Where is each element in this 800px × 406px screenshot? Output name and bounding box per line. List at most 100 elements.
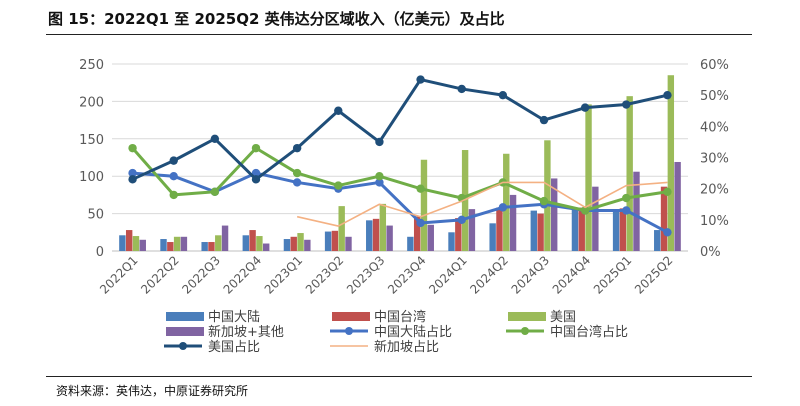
point-中国台湾占比 [416, 184, 425, 193]
bar-美国 [544, 140, 551, 251]
source-note: 资料来源：英伟达，中原证券研究所 [56, 384, 249, 398]
line-美国占比 [131, 78, 668, 181]
point-中国台湾占比 [375, 172, 384, 181]
x-tick-label: 2024Q3 [509, 253, 553, 297]
legend-label: 中国大陆 [208, 309, 260, 325]
y2-tick-label: 60% [700, 58, 729, 73]
legend-item: 新加坡占比 [330, 339, 439, 355]
point-中国台湾占比 [663, 187, 672, 196]
legend-item: 中国台湾 [332, 309, 426, 325]
bar-新加坡+其他 [221, 225, 229, 251]
point-中国台湾占比 [622, 193, 631, 203]
legend-swatch [508, 312, 546, 321]
bar-美国 [215, 235, 222, 251]
title-rule [46, 34, 752, 35]
legend-marker [345, 327, 353, 335]
point-中国大陆占比 [128, 168, 137, 178]
point-中国大陆占比 [622, 206, 631, 215]
x-tick-label: 2024Q4 [550, 253, 594, 297]
bar-新加坡+其他 [674, 161, 681, 251]
x-tick-label: 2025Q2 [632, 253, 676, 297]
point-中国大陆占比 [498, 203, 508, 212]
point-中国大陆占比 [663, 228, 672, 237]
point-中国台湾占比 [128, 143, 137, 153]
bar-新加坡+其他 [263, 243, 270, 251]
legend-marker [179, 342, 187, 350]
point-中国大陆占比 [375, 178, 384, 187]
point-美国占比 [210, 134, 220, 143]
bar-中国大陆 [530, 210, 537, 251]
legend-item: 美国占比 [164, 340, 260, 355]
bar-中国台湾 [496, 207, 503, 251]
point-美国占比 [169, 156, 178, 165]
point-美国占比 [251, 175, 261, 184]
x-tick-label: 2022Q2 [138, 253, 182, 297]
point-中国大陆占比 [292, 178, 302, 187]
bar-中国台湾 [578, 207, 585, 251]
y2-tick-label: 50% [700, 89, 729, 104]
y2-tick-label: 10% [700, 214, 729, 229]
bar-美国 [667, 75, 675, 251]
x-tick-label: 2023Q2 [303, 253, 347, 297]
point-中国大陆占比 [416, 218, 425, 228]
bar-中国大陆 [119, 235, 126, 251]
line-中国台湾占比 [131, 146, 668, 212]
bar-中国大陆 [571, 209, 579, 251]
legend-marker [521, 327, 529, 335]
bar-新加坡+其他 [509, 194, 517, 251]
bar-美国 [173, 236, 181, 251]
legend-item: 新加坡+其他 [166, 324, 284, 340]
legend-label: 美国占比 [208, 340, 260, 355]
y-tick-label: 0 [96, 245, 104, 260]
x-tick-label: 2023Q4 [385, 253, 429, 297]
point-中国大陆占比 [169, 172, 178, 181]
legend-label: 新加坡+其他 [208, 324, 284, 340]
point-美国占比 [416, 75, 425, 84]
bar-中国台湾 [208, 242, 215, 251]
bar-中国台湾 [413, 216, 421, 251]
point-美国占比 [375, 137, 384, 147]
bar-中国台湾 [619, 208, 627, 251]
point-美国占比 [292, 143, 302, 153]
point-中国台湾占比 [292, 168, 302, 178]
x-tick-label: 2023Q3 [344, 253, 388, 297]
x-tick-label: 2022Q3 [179, 253, 223, 297]
x-tick-label: 2024Q2 [467, 253, 511, 297]
legend-label: 中国台湾占比 [550, 324, 628, 340]
legend-label: 新加坡占比 [374, 339, 439, 355]
bar-中国台湾 [125, 230, 133, 251]
legend-label: 美国 [550, 310, 576, 325]
point-美国占比 [128, 175, 137, 184]
bar-中国大陆 [612, 210, 620, 251]
bar-新加坡+其他 [180, 236, 188, 251]
bar-新加坡+其他 [139, 239, 146, 251]
bar-美国 [379, 203, 387, 251]
bar-中国台湾 [167, 242, 174, 251]
point-美国占比 [334, 106, 343, 115]
point-中国大陆占比 [457, 215, 466, 225]
y-tick-label: 200 [79, 95, 104, 110]
point-中国台湾占比 [169, 190, 178, 200]
bar-美国 [256, 236, 263, 251]
point-美国占比 [539, 115, 549, 125]
legend-item: 中国台湾占比 [506, 324, 628, 340]
source-rule [46, 376, 752, 377]
x-tick-label: 2025Q1 [591, 253, 635, 297]
bar-美国 [132, 236, 140, 251]
bar-中国大陆 [448, 232, 455, 251]
y-tick-label: 250 [79, 58, 104, 73]
legend-swatch [166, 312, 204, 321]
bar-新加坡+其他 [386, 225, 393, 251]
bar-美国 [503, 153, 510, 251]
legend-swatch [332, 312, 370, 321]
point-中国台湾占比 [580, 206, 590, 215]
legend-label: 中国台湾 [374, 309, 426, 325]
y2-tick-label: 0% [700, 245, 721, 260]
bar-美国 [626, 96, 633, 251]
point-中国台湾占比 [539, 196, 549, 206]
bar-中国台湾 [455, 218, 462, 251]
bar-中国大陆 [242, 235, 249, 251]
bar-美国 [461, 150, 469, 251]
bar-新加坡+其他 [304, 239, 311, 251]
